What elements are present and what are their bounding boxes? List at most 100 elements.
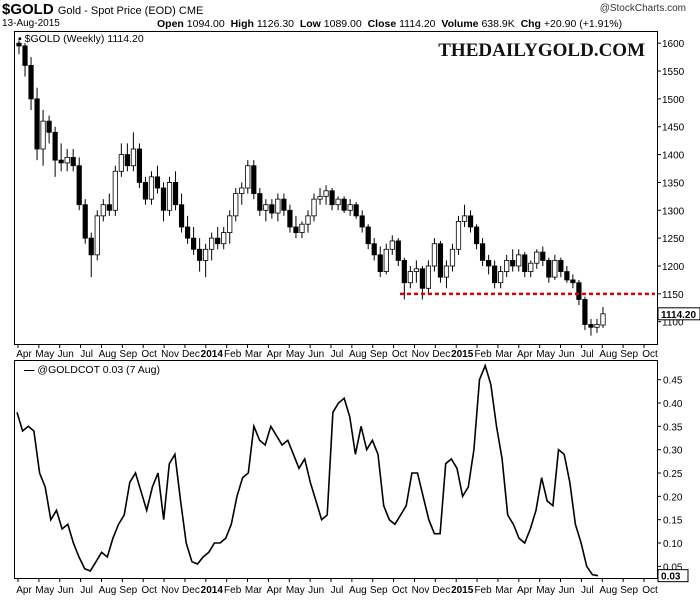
candle [492, 260, 498, 289]
candle [52, 126, 58, 177]
candle [82, 199, 88, 244]
month-label: Jul [581, 349, 594, 360]
cot-last-value: 0.03 [661, 572, 681, 583]
candle [576, 279, 582, 305]
price-tick-label: 1300 [662, 206, 685, 217]
month-label: Aug [99, 585, 117, 596]
candle [154, 165, 161, 194]
month-label: Oct [141, 349, 157, 360]
candle [46, 115, 52, 144]
candle [594, 318, 600, 333]
price-last-value: 1114.20 [661, 310, 696, 321]
month-label: Jul [80, 585, 93, 596]
price-tick-label: 1350 [662, 178, 685, 189]
month-label: May [286, 349, 305, 360]
month-label: Mar [245, 585, 263, 596]
price-tick-label: 1100 [662, 318, 684, 329]
candle [245, 160, 251, 194]
candle [407, 266, 413, 289]
candle [293, 215, 299, 239]
cot-last-tag [657, 569, 689, 583]
candle [311, 193, 317, 222]
month-label: 2015 [451, 349, 474, 360]
cot-tick-label: 0.25 [663, 469, 683, 480]
candle [431, 238, 438, 272]
candle [540, 246, 546, 266]
price-tick-label: 1500 [662, 95, 685, 106]
candle [233, 188, 239, 222]
month-label: Mar [495, 349, 513, 360]
candle [437, 240, 444, 283]
candle [600, 307, 606, 328]
candle [389, 235, 395, 255]
candle [522, 252, 528, 278]
close-value: 1114.20 [399, 18, 436, 30]
candle [588, 318, 594, 336]
cot-axis: 0.05 0.10 0.15 0.20 0.25 0.30 0.35 0.40 0.45 0.03 [657, 376, 689, 583]
month-label: 2014 [201, 349, 224, 360]
month-label: Apr [16, 349, 32, 360]
month-label: Sep [119, 585, 137, 596]
price-tick-label: 1400 [662, 151, 685, 162]
candle [335, 196, 341, 211]
candle [528, 260, 534, 278]
candle [148, 171, 155, 205]
candle [395, 238, 401, 266]
month-label: Jul [331, 349, 344, 360]
candle [160, 182, 167, 222]
candle [190, 227, 197, 255]
month-label: Dec [182, 349, 200, 360]
month-label: Apr [267, 349, 283, 360]
candle [22, 43, 28, 77]
candle [184, 215, 191, 244]
candle [486, 254, 492, 275]
candle [371, 238, 377, 261]
candle [100, 199, 106, 222]
candle [413, 260, 419, 283]
price-tick-label: 1600 [662, 39, 685, 50]
candle [203, 243, 209, 278]
candle [341, 196, 347, 214]
candle [112, 165, 118, 216]
candle [564, 266, 570, 283]
candle [582, 296, 588, 331]
candle [34, 87, 40, 161]
brand-watermark: THEDAILYGOLD.COM [438, 40, 645, 61]
cot-tick-label: 0.30 [663, 446, 683, 457]
month-label: Apr [16, 585, 32, 596]
month-label: Dec [432, 585, 450, 596]
month-label: Sep [119, 349, 137, 360]
month-label: Jul [80, 349, 93, 360]
month-label: Jun [308, 349, 324, 360]
volume-value: 638.9K [481, 18, 515, 30]
price-last-tag [657, 307, 700, 321]
month-label: Apr [517, 349, 533, 360]
month-label: Nov [412, 349, 430, 360]
candle [455, 215, 462, 255]
month-label: May [35, 585, 54, 596]
candle [425, 260, 432, 294]
month-label: May [536, 585, 555, 596]
candle [251, 160, 257, 200]
candle [558, 257, 564, 278]
low-value: 1089.00 [323, 18, 362, 30]
month-label: Nov [412, 585, 430, 596]
candle [329, 188, 335, 211]
candle [347, 199, 353, 216]
cot-tick-label: 0.15 [663, 516, 683, 527]
candle [317, 188, 323, 205]
month-label: Mar [495, 585, 513, 596]
candle [299, 221, 305, 239]
month-label: Apr [517, 585, 533, 596]
month-label: Jul [331, 585, 344, 596]
cot-line [16, 363, 599, 577]
ohlc-readout: Open 1094.00 High 1126.30 Low 1089.00 Cl… [157, 18, 623, 30]
candle [76, 157, 82, 211]
candle [287, 204, 293, 233]
candle [16, 40, 22, 55]
candle [401, 257, 407, 300]
month-label: 2015 [451, 585, 474, 596]
month-label: Jul [581, 585, 594, 596]
candle [552, 254, 558, 280]
